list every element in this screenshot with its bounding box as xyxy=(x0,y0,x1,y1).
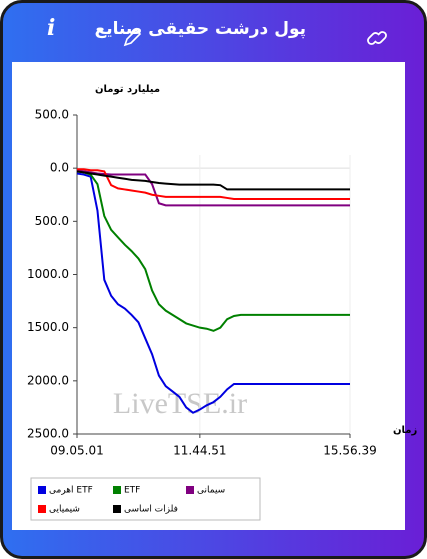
x-axis-label: زمان xyxy=(393,425,417,436)
x-tick-label: 15.56.39 xyxy=(323,444,376,458)
y-tick-label: 2000.0 xyxy=(27,373,69,387)
y-tick-label: 1000.0 xyxy=(27,267,69,281)
y-tick-label: 0.0 xyxy=(50,161,69,175)
y-tick-label: 2500.0 xyxy=(27,427,69,441)
series-line xyxy=(76,170,350,332)
y-tick-label: 500.0 xyxy=(35,214,69,228)
x-tick-label: 11.44.51 xyxy=(173,444,226,458)
legend-label: سیمانی xyxy=(197,486,225,496)
header-title: پول درشت حقیقی صنایع xyxy=(94,19,306,39)
info-button[interactable]: i xyxy=(47,15,56,41)
legend-swatch xyxy=(113,486,121,494)
watermark: LiveTSE.ir xyxy=(113,387,247,420)
legend-swatch xyxy=(186,486,194,494)
legend-label: ETF xyxy=(124,486,140,496)
x-tick-label: 09.05.01 xyxy=(50,444,103,458)
series-line xyxy=(76,170,350,191)
link-icon[interactable] xyxy=(367,31,387,45)
header-icons xyxy=(123,28,387,47)
legend-box xyxy=(30,477,261,521)
series-line xyxy=(76,172,350,414)
legend-label: شیمیایی xyxy=(49,505,80,515)
legend-swatch xyxy=(38,505,46,513)
series-line xyxy=(77,168,350,200)
y-axis-label: میلیارد تومان xyxy=(95,84,160,95)
series-line xyxy=(76,169,350,207)
legend-label: اهرمی ETF xyxy=(49,486,93,496)
edit-icon[interactable] xyxy=(123,28,142,47)
y-tick-label: 1500.0 xyxy=(27,320,69,334)
legend-label: فلزات اساسی xyxy=(124,505,178,515)
legend-swatch xyxy=(113,505,121,513)
legend-swatch xyxy=(38,486,46,494)
y-tick-label: 500.0 xyxy=(35,108,69,122)
